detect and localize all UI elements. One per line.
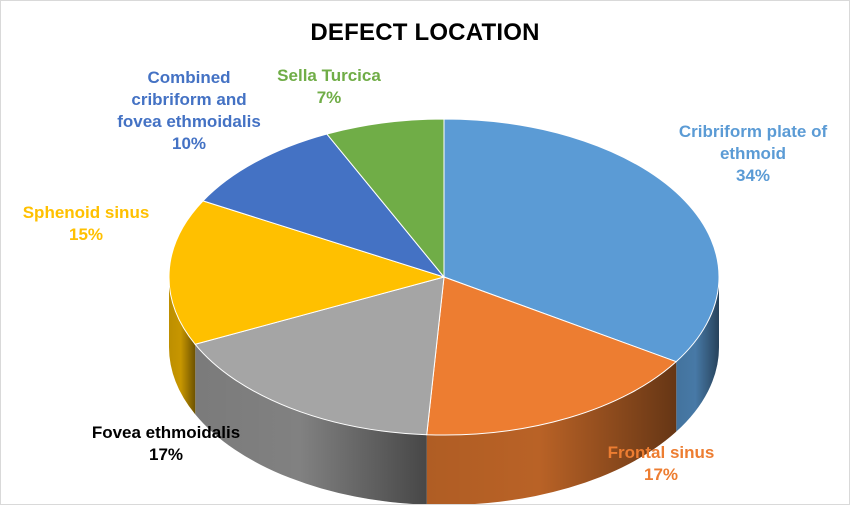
slice-label-value: 17% bbox=[148, 445, 184, 464]
slice-label-name-line: fovea ethmoidalis bbox=[117, 112, 261, 131]
slice-label-name-line: Frontal sinus bbox=[607, 443, 715, 462]
slice-label-frontal-sinus: Frontal sinus 17% bbox=[581, 442, 741, 486]
slice-label-name-line: Fovea ethmoidalis bbox=[91, 423, 241, 442]
slice-label-cribriform-plate-of-ethmoid: Cribriform plate of ethmoid 34% bbox=[663, 121, 843, 187]
slice-label-value: 15% bbox=[68, 225, 104, 244]
pie-slice-sella-turcica bbox=[326, 118, 445, 279]
pie-slice-fovea-ethmoidalis bbox=[194, 276, 445, 436]
pie-sides bbox=[169, 277, 719, 504]
slice-label-value: 7% bbox=[316, 88, 342, 107]
pie-slice-combined-cribriform-and-fovea-ethmoidalis bbox=[202, 133, 446, 278]
slice-label-name-line: Combined bbox=[147, 68, 231, 87]
slice-label-combined-cribriform-and-fovea-ethmoidalis: Combined cribriform and fovea ethmoidalis 1… bbox=[109, 67, 269, 155]
chart-title: DEFECT LOCATION bbox=[310, 19, 540, 46]
slice-label-fovea-ethmoidalis: Fovea ethmoidalis 17% bbox=[81, 422, 251, 466]
slice-label-name-line: Sphenoid sinus bbox=[22, 203, 150, 222]
slice-label-sphenoid-sinus: Sphenoid sinus 15% bbox=[11, 202, 161, 246]
pie-slices bbox=[168, 118, 720, 436]
pie-slice-cribriform-plate-of-ethmoid bbox=[443, 118, 720, 363]
pie-slice-frontal-sinus bbox=[426, 276, 678, 436]
slice-label-name-line: Cribriform plate of bbox=[678, 122, 828, 141]
slice-label-name-line: cribriform and bbox=[131, 90, 247, 109]
pie-slice-sphenoid-sinus bbox=[168, 200, 446, 345]
pie-side-shading bbox=[195, 344, 427, 504]
pie-side-shading bbox=[676, 277, 719, 432]
slice-label-sella-turcica: Sella Turcica 7% bbox=[269, 65, 389, 109]
slice-label-value: 17% bbox=[643, 465, 679, 484]
slice-label-value: 10% bbox=[171, 134, 207, 153]
slice-label-name-line: Sella Turcica bbox=[277, 66, 381, 85]
slice-label-value: 34% bbox=[735, 166, 771, 185]
slice-label-name-line: ethmoid bbox=[719, 144, 787, 163]
pie-side-shading bbox=[426, 361, 677, 504]
